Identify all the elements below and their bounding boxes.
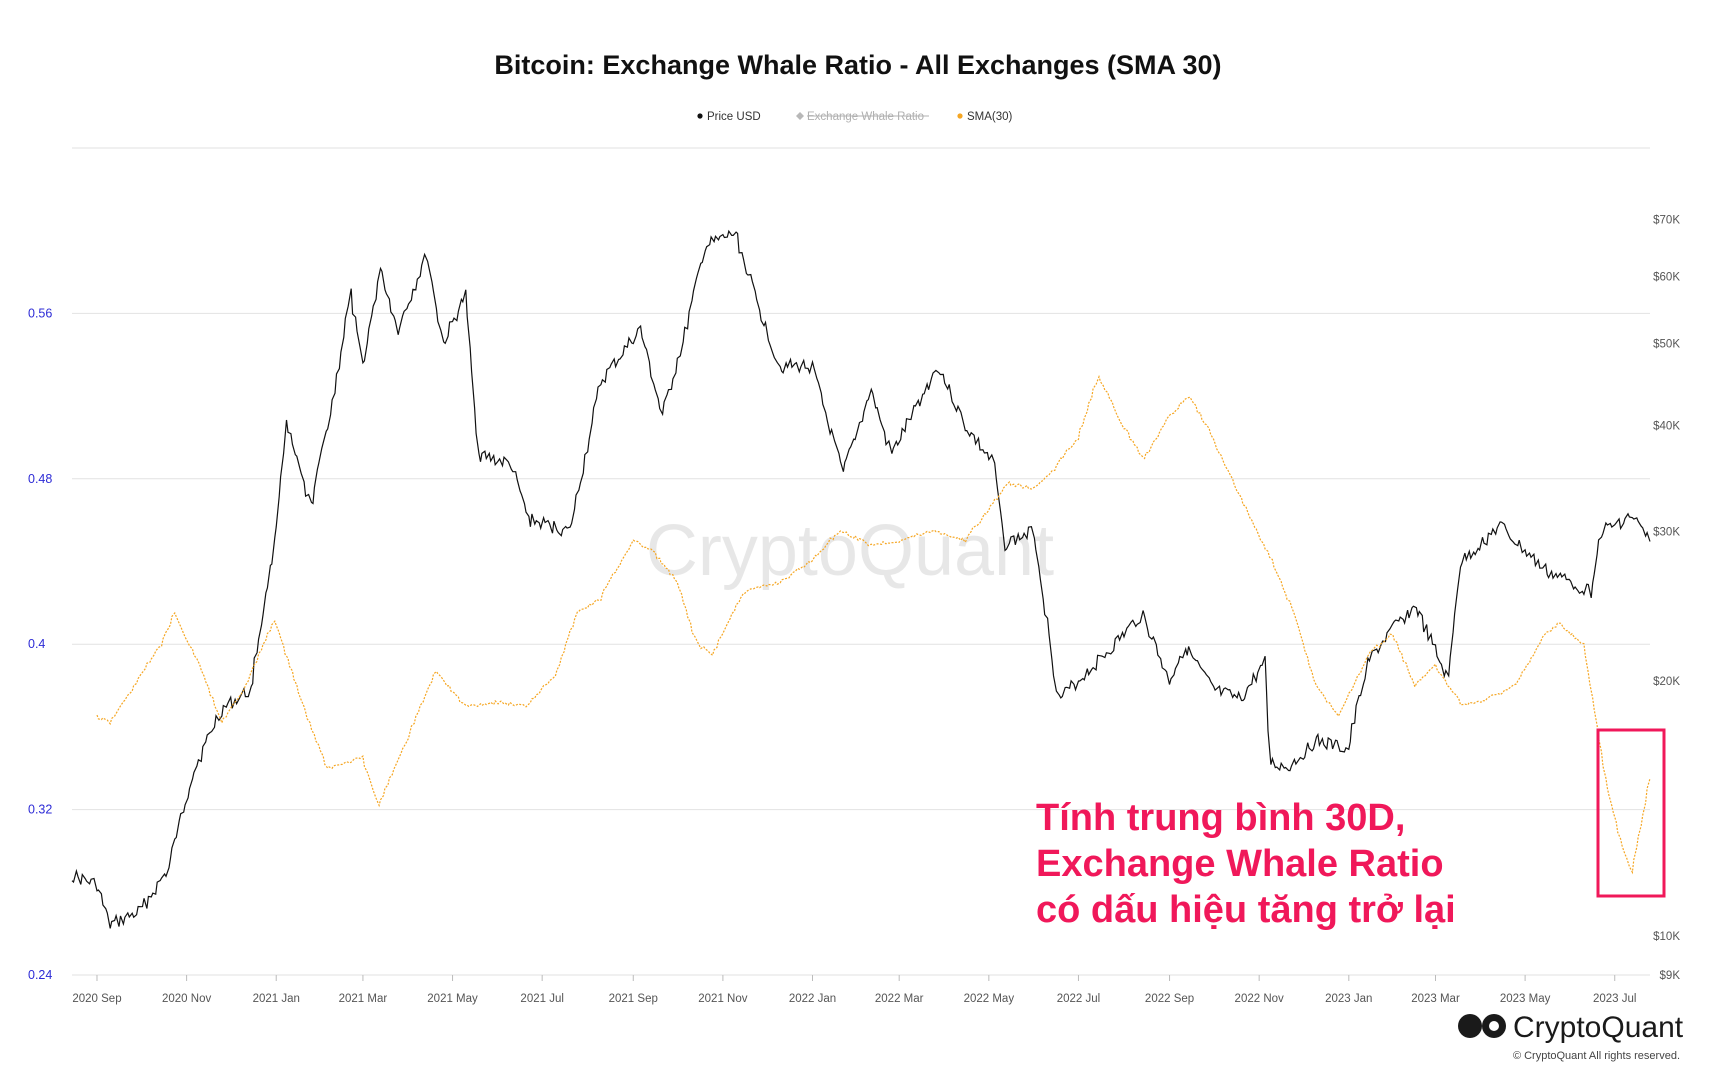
- x-tick-label: 2022 Nov: [1235, 993, 1284, 1005]
- x-tick-label: 2020 Nov: [162, 993, 211, 1005]
- chart-title: Bitcoin: Exchange Whale Ratio - All Exch…: [494, 50, 1221, 80]
- copyright: © CryptoQuant All rights reserved.: [1513, 1050, 1680, 1062]
- sma30-line: [96, 374, 1651, 875]
- left-tick-label: 0.32: [28, 803, 52, 817]
- right-tick-label: $50K: [1653, 338, 1680, 350]
- x-tick-label: 2023 Mar: [1411, 993, 1460, 1005]
- x-tick-label: 2023 Jan: [1325, 993, 1372, 1005]
- legend-item[interactable]: SMA(30): [957, 111, 1013, 123]
- legend-label: SMA(30): [967, 111, 1013, 123]
- right-tick-label: $40K: [1653, 421, 1680, 433]
- watermark: CryptoQuant: [646, 511, 1054, 591]
- x-tick-label: 2020 Sep: [72, 993, 121, 1005]
- left-tick-label: 0.24: [28, 968, 52, 982]
- grid-lines: [72, 147, 1650, 976]
- x-axis: 2020 Sep 2020 Nov 2021 Jan 2021 Mar 2021 May…: [72, 975, 1636, 1005]
- left-tick-label: 0.4: [28, 637, 45, 651]
- annotation-line: Exchange Whale Ratio: [1036, 843, 1444, 885]
- right-axis: $9K $10K $20K $30K $40K $50K $60K $70K: [1653, 215, 1680, 982]
- x-tick-label: 2023 Jul: [1593, 993, 1636, 1005]
- legend-dot: [697, 113, 703, 119]
- cryptoquant-logo-icon: [1458, 1014, 1506, 1038]
- right-tick-label: $9K: [1660, 970, 1681, 982]
- x-tick-label: 2022 Sep: [1145, 993, 1194, 1005]
- highlight-box: [1596, 728, 1666, 898]
- legend-dot: [957, 113, 963, 119]
- annotation-line: có dấu hiệu tăng trở lại: [1036, 889, 1456, 931]
- left-tick-label: 0.56: [28, 306, 52, 320]
- legend-diamond-icon: [796, 112, 804, 120]
- brand-logo: CryptoQuant © CryptoQuant All rights res…: [1458, 1011, 1684, 1062]
- left-axis: 0.24 0.32 0.4 0.48 0.56: [28, 306, 52, 982]
- annotation: Tính trung bình 30D,Exchange Whale Ratio…: [1036, 797, 1456, 931]
- right-tick-label: $30K: [1653, 527, 1680, 539]
- x-tick-label: 2021 Mar: [339, 993, 388, 1005]
- legend-item[interactable]: Price USD: [697, 111, 761, 123]
- legend-label: Exchange Whale Ratio: [807, 111, 924, 123]
- price-usd-line: [71, 229, 1651, 929]
- legend-label: Price USD: [707, 111, 761, 123]
- x-tick-label: 2021 May: [427, 993, 478, 1005]
- x-tick-label: 2021 Nov: [698, 993, 747, 1005]
- series-layer: [71, 229, 1651, 929]
- x-tick-label: 2021 Sep: [609, 993, 658, 1005]
- x-tick-label: 2021 Jan: [253, 993, 300, 1005]
- left-tick-label: 0.48: [28, 472, 52, 486]
- x-tick-label: 2023 May: [1500, 993, 1551, 1005]
- right-tick-label: $60K: [1653, 271, 1680, 283]
- brand-name: CryptoQuant: [1513, 1011, 1684, 1044]
- right-tick-label: $20K: [1653, 676, 1680, 688]
- right-tick-label: $70K: [1653, 215, 1680, 227]
- x-tick-label: 2021 Jul: [520, 993, 563, 1005]
- x-tick-label: 2022 Mar: [875, 993, 924, 1005]
- x-tick-label: 2022 May: [964, 993, 1015, 1005]
- annotation-line: Tính trung bình 30D,: [1036, 797, 1405, 839]
- x-tick-label: 2022 Jan: [789, 993, 836, 1005]
- legend: Price USD Exchange Whale Ratio SMA(30): [697, 111, 1013, 123]
- x-tick-label: 2022 Jul: [1057, 993, 1100, 1005]
- right-tick-label: $10K: [1653, 931, 1680, 943]
- legend-item[interactable]: Exchange Whale Ratio: [796, 111, 929, 123]
